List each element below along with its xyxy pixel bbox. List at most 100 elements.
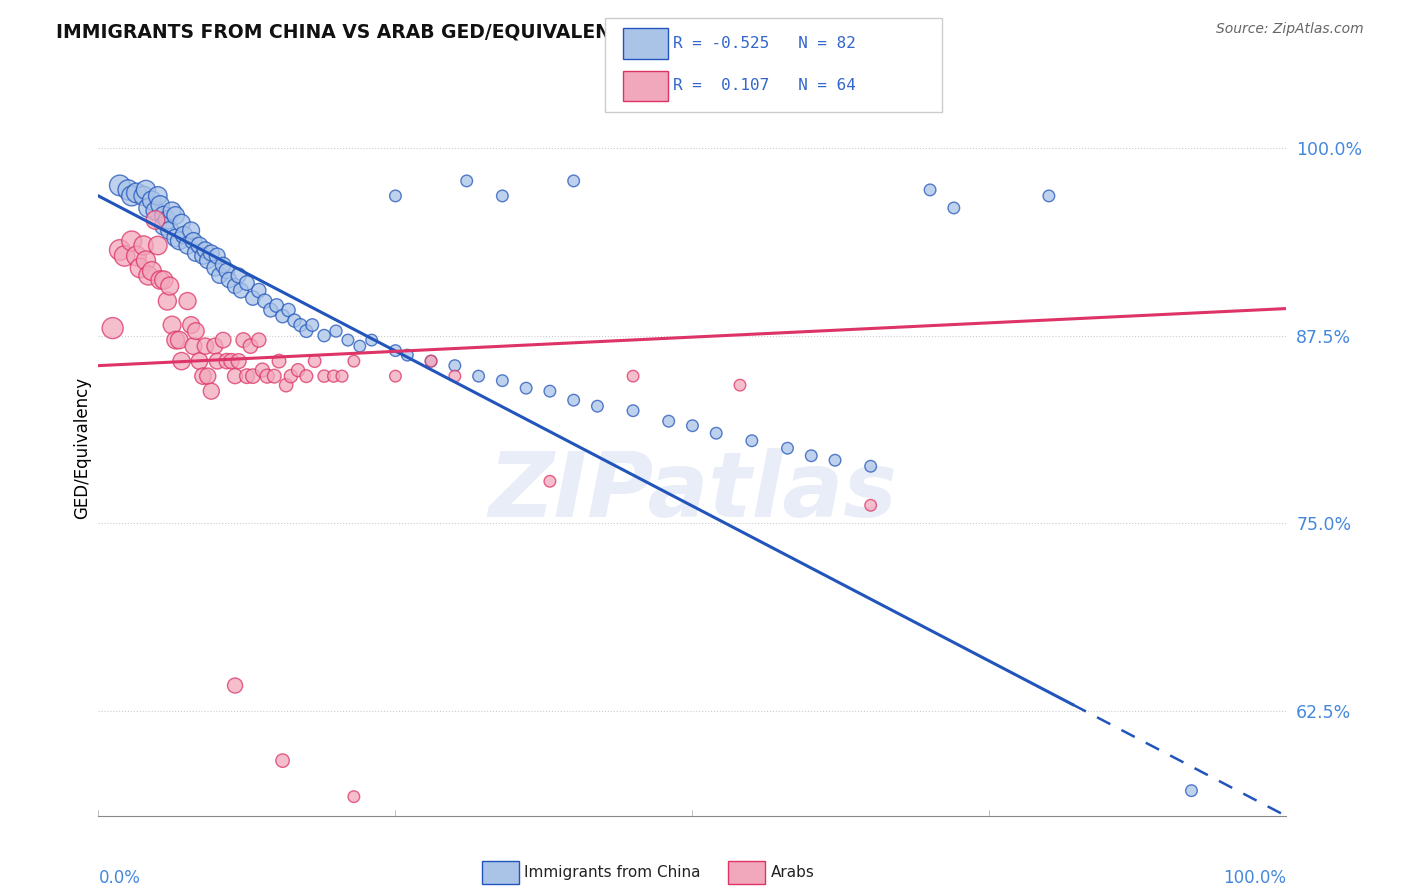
Point (200, 246, 222, 260)
Point (212, 333, 235, 347)
Point (562, 393, 585, 408)
Point (280, 369, 302, 384)
Point (167, 234, 190, 248)
Point (156, 213, 179, 227)
Point (129, 260, 152, 275)
Point (135, 253, 157, 268)
Point (301, 318, 323, 332)
Point (212, 258, 235, 272)
Point (396, 348, 419, 362)
Point (121, 234, 143, 248)
Point (247, 284, 270, 298)
Point (136, 201, 159, 215)
Point (247, 333, 270, 347)
Point (152, 209, 174, 223)
Point (108, 178, 131, 193)
Point (188, 354, 211, 368)
Point (444, 359, 467, 373)
Point (207, 354, 229, 368)
Point (295, 369, 318, 384)
Point (197, 253, 219, 268)
Point (538, 475, 561, 489)
Point (271, 309, 294, 323)
Point (343, 354, 366, 368)
Point (146, 238, 169, 252)
Point (165, 231, 187, 245)
Point (621, 403, 644, 417)
Point (266, 299, 288, 313)
Point (330, 369, 353, 384)
Point (658, 414, 681, 428)
Point (920, 183, 942, 197)
Point (586, 399, 609, 413)
Point (236, 369, 259, 384)
Point (384, 189, 406, 203)
Point (208, 268, 231, 283)
Point (191, 249, 214, 263)
Point (207, 249, 229, 263)
Point (188, 238, 211, 252)
Text: R = -0.525   N = 82: R = -0.525 N = 82 (673, 36, 856, 51)
Point (295, 324, 318, 338)
Point (232, 333, 254, 347)
Point (420, 354, 443, 368)
Point (236, 276, 259, 290)
Point (132, 238, 155, 252)
Point (176, 238, 198, 252)
Point (159, 223, 181, 237)
Point (152, 273, 174, 287)
Text: 0.0%: 0.0% (98, 869, 141, 887)
Point (271, 754, 294, 768)
Point (252, 363, 274, 377)
Point (859, 498, 882, 512)
Point (176, 294, 198, 309)
Point (184, 324, 207, 338)
Point (167, 333, 190, 347)
Point (704, 426, 727, 441)
Point (165, 333, 187, 347)
Point (218, 273, 240, 287)
Point (197, 369, 219, 384)
Point (215, 354, 238, 368)
Point (117, 183, 139, 197)
Point (942, 201, 965, 215)
Point (277, 303, 299, 318)
Point (170, 354, 193, 368)
Point (165, 209, 187, 223)
Point (132, 189, 155, 203)
Point (314, 328, 336, 343)
Y-axis label: GED/Equivalency: GED/Equivalency (73, 377, 91, 519)
Point (325, 324, 347, 338)
Point (141, 264, 163, 278)
Point (224, 279, 246, 293)
Point (194, 243, 217, 257)
Point (228, 268, 250, 283)
Point (200, 384, 222, 399)
Point (125, 186, 148, 200)
Point (420, 354, 443, 368)
Point (256, 369, 278, 384)
Point (444, 369, 467, 384)
Point (204, 339, 226, 353)
Point (152, 219, 174, 233)
Point (1180, 783, 1202, 797)
Point (681, 418, 703, 433)
Point (191, 369, 214, 384)
Point (287, 363, 309, 377)
Point (215, 264, 238, 278)
Point (145, 203, 167, 218)
Point (149, 198, 172, 212)
Point (184, 246, 207, 260)
Text: ZIPatlas: ZIPatlas (488, 449, 897, 536)
Point (360, 333, 382, 347)
Point (538, 384, 561, 399)
Point (114, 249, 136, 263)
Point (276, 378, 298, 392)
Point (149, 273, 172, 287)
Point (194, 339, 217, 353)
Point (800, 449, 823, 463)
Point (159, 279, 181, 293)
Point (267, 354, 290, 368)
Point (242, 369, 264, 384)
Point (456, 174, 478, 188)
